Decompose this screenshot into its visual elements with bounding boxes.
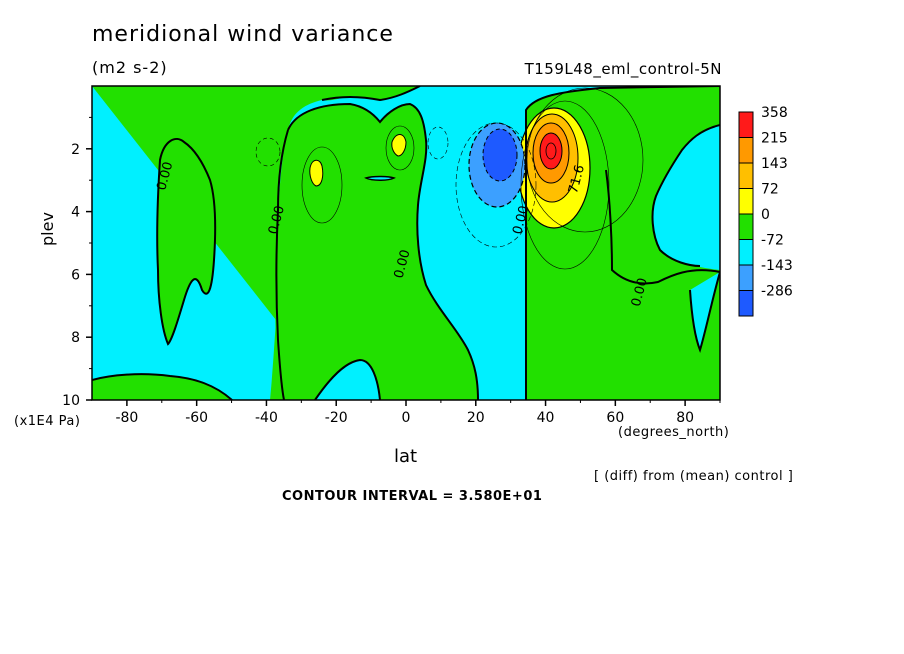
colorbar-swatch: [738, 264, 754, 291]
zero-contour-north-lower: [651, 124, 720, 267]
colorbar-label: 215: [761, 131, 788, 147]
colorbar-label: -286: [761, 284, 793, 300]
zero-contour-60n: [605, 169, 720, 285]
positive-core-ring-5: [545, 142, 557, 160]
colorbar-label: -72: [761, 233, 784, 249]
positive-contour-outer-1: [520, 100, 610, 270]
positive-column-center: [275, 104, 478, 400]
negative-contour-0: [427, 126, 449, 160]
negative-contour-outer: [455, 122, 537, 248]
contour-label: 0.00: [266, 204, 288, 236]
y-tick-label: 4: [71, 205, 80, 221]
zero-contour-bottom-center: [314, 358, 381, 400]
contour-label: 0.00: [629, 276, 651, 308]
x-tick-label: 60: [606, 410, 624, 426]
colorbar-swatch: [738, 239, 754, 266]
x-tick-label: 0: [402, 410, 411, 426]
y-axis-ticks: 2 4 6 8 10: [62, 116, 92, 409]
contour-label: 71.6: [566, 163, 588, 195]
y-tick-label: 2: [71, 142, 80, 158]
contour-label: 0.00: [510, 204, 532, 236]
x-tick-label: -40: [255, 410, 278, 426]
zero-contour-north: [525, 86, 720, 400]
plot-field: [92, 86, 720, 400]
x-tick-label: -60: [185, 410, 208, 426]
colorbar-swatch: [738, 137, 754, 164]
colorbar-label: 358: [761, 105, 788, 121]
x-tick-label: -20: [325, 410, 348, 426]
positive-contour-0: [385, 125, 415, 171]
x-tick-label: 20: [467, 410, 485, 426]
colorbar-swatch: [738, 162, 754, 189]
colorbar-swatch: [738, 213, 754, 240]
diff-label: [ (diff) from (mean) control ]: [594, 469, 794, 484]
x-tick-label: 40: [537, 410, 555, 426]
contour-labels: 0.00 0.00 0.00 0.00 71.6 0.00: [154, 160, 650, 308]
positive-contour-25s: [301, 146, 343, 224]
x-axis-label: lat: [394, 446, 418, 467]
negative-core-ring-2: [482, 128, 518, 182]
y-axis-unit: (x1E4 Pa): [14, 414, 81, 429]
zero-contour-small: [364, 175, 396, 181]
colorbar-label: 0: [761, 207, 770, 223]
colorbar-label: -143: [761, 258, 793, 274]
colorbar-swatch: [738, 188, 754, 215]
x-tick-label: -80: [115, 410, 138, 426]
y-tick-label: 8: [71, 330, 80, 346]
colorbar: 358 215 143 72 0 -72 -143 -286: [738, 105, 793, 317]
negative-dip-north: [690, 272, 720, 350]
colorbar-label: 72: [761, 182, 779, 198]
y-tick-label: 6: [71, 267, 80, 283]
colorbar-label: 143: [761, 156, 788, 172]
x-axis-ticks: -80 -60 -40 -20 0 20 40 60 80: [115, 400, 721, 426]
zero-contour-south-bottom: [92, 373, 233, 400]
zero-contour-25s: [275, 129, 289, 400]
zero-contour-top: [321, 86, 421, 102]
zero-contour-center: [287, 102, 479, 400]
positive-patch-25s: [309, 159, 324, 187]
colorbar-swatch: [738, 290, 754, 317]
contour-label: 0.00: [154, 160, 176, 192]
positive-patch-0: [391, 134, 407, 157]
chart-units: (m2 s-2): [92, 58, 168, 77]
colorbar-swatch: [738, 111, 754, 138]
positive-blob-south: [157, 139, 216, 344]
y-tick-label: 10: [62, 393, 80, 409]
x-tick-label: 80: [676, 410, 694, 426]
contour-interval: CONTOUR INTERVAL = 3.580E+01: [282, 489, 543, 504]
x-axis-unit: (degrees_north): [618, 425, 730, 440]
chart-title: meridional wind variance: [92, 22, 394, 47]
zero-contour-south-blob: [156, 138, 217, 346]
positive-region-north-lower: [606, 170, 720, 400]
negative-contour-50s: [255, 137, 281, 167]
run-label: T159L48_eml_control-5N: [524, 60, 722, 78]
zero-contour-dip: [689, 271, 720, 354]
contour-label: 0.00: [392, 248, 414, 280]
